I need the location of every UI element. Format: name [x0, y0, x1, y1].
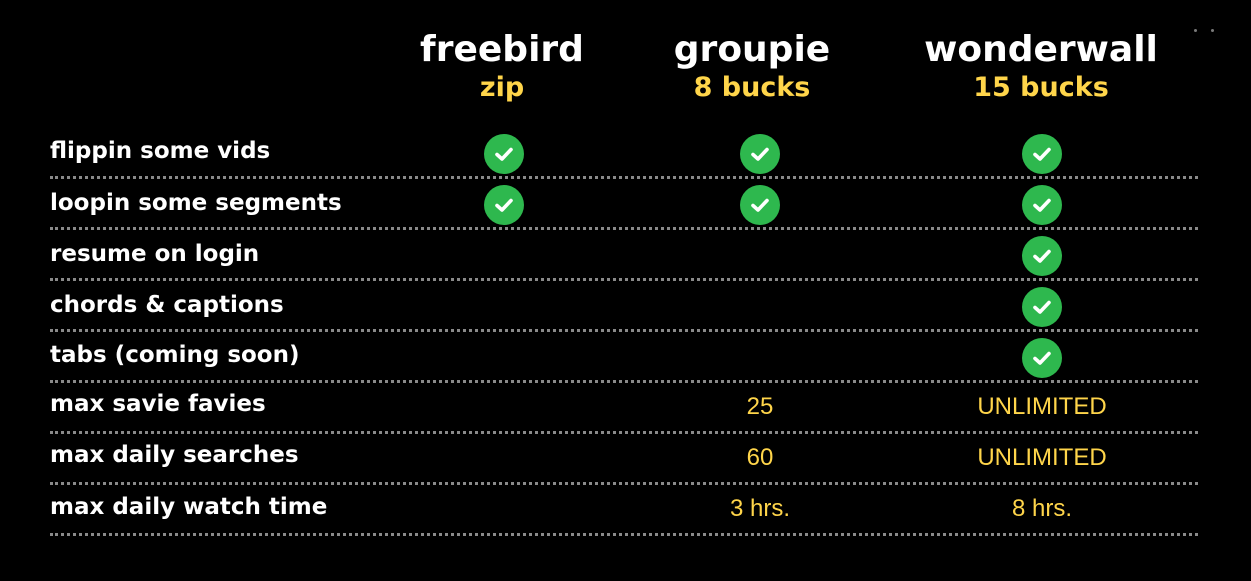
feature-row: max savie favies 25 UNLIMITED: [50, 383, 1198, 434]
plan-name: freebird: [420, 29, 584, 70]
plan-header-wonderwall: wonderwall 15 bucks: [924, 28, 1158, 104]
corner-dots-decoration: [1194, 29, 1218, 35]
feature-value: 3 hrs.: [729, 495, 791, 522]
feature-label: max daily watch time: [50, 494, 328, 520]
plan-price: 15 bucks: [973, 72, 1109, 103]
row-divider: [50, 278, 1198, 281]
check-circle-icon: [1022, 287, 1062, 327]
feature-row: chords & captions: [50, 281, 1198, 332]
check-circle-icon: [484, 134, 524, 174]
feature-value: UNLIMITED: [977, 393, 1107, 420]
row-divider: [50, 380, 1198, 383]
feature-row: max daily watch time 3 hrs. 8 hrs.: [50, 485, 1198, 536]
plan-price: 8 bucks: [693, 72, 811, 103]
check-circle-icon: [740, 185, 780, 225]
feature-cell: [740, 185, 780, 225]
feature-label: tabs (coming soon): [50, 342, 300, 368]
feature-cell: UNLIMITED: [977, 444, 1106, 472]
feature-value: 25: [746, 393, 774, 420]
feature-cell: 25: [747, 393, 774, 421]
check-circle-icon: [484, 185, 524, 225]
row-divider: [50, 431, 1198, 434]
feature-label: chords & captions: [50, 292, 284, 318]
feature-value: UNLIMITED: [977, 444, 1107, 471]
feature-cell: 8 hrs.: [1012, 495, 1072, 523]
feature-label: flippin some vids: [50, 138, 271, 164]
feature-cell: [1022, 338, 1062, 378]
row-divider: [50, 176, 1198, 179]
feature-cell: [740, 134, 780, 174]
feature-cell: [484, 185, 524, 225]
check-circle-icon: [1022, 338, 1062, 378]
check-circle-icon: [1022, 185, 1062, 225]
feature-cell: 60: [747, 444, 774, 472]
feature-row: resume on login: [50, 230, 1198, 281]
plan-price: zip: [479, 72, 525, 103]
feature-row: max daily searches 60 UNLIMITED: [50, 434, 1198, 485]
check-circle-icon: [740, 134, 780, 174]
check-circle-icon: [1022, 236, 1062, 276]
feature-value: 8 hrs.: [1011, 495, 1073, 522]
feature-cell: UNLIMITED: [977, 393, 1106, 421]
feature-cell: [484, 134, 524, 174]
feature-cell: [1022, 185, 1062, 225]
plan-header-freebird: freebird zip: [420, 28, 584, 104]
feature-cell: 3 hrs.: [730, 495, 790, 523]
row-divider: [50, 533, 1198, 536]
feature-label: max savie favies: [50, 391, 266, 417]
feature-row: loopin some segments: [50, 179, 1198, 230]
check-circle-icon: [1022, 134, 1062, 174]
feature-cell: [1022, 287, 1062, 327]
row-divider: [50, 329, 1198, 332]
feature-cell: [1022, 134, 1062, 174]
feature-value: 60: [746, 444, 774, 471]
row-divider: [50, 227, 1198, 230]
row-divider: [50, 482, 1198, 485]
feature-label: resume on login: [50, 241, 260, 267]
feature-label: max daily searches: [50, 442, 299, 468]
feature-cell: [1022, 236, 1062, 276]
plan-header-groupie: groupie 8 bucks: [674, 28, 830, 104]
feature-label: loopin some segments: [50, 190, 342, 216]
plan-name: groupie: [673, 29, 831, 70]
feature-row: flippin some vids: [50, 128, 1198, 179]
plan-name: wonderwall: [924, 29, 1158, 70]
feature-row: tabs (coming soon): [50, 332, 1198, 383]
